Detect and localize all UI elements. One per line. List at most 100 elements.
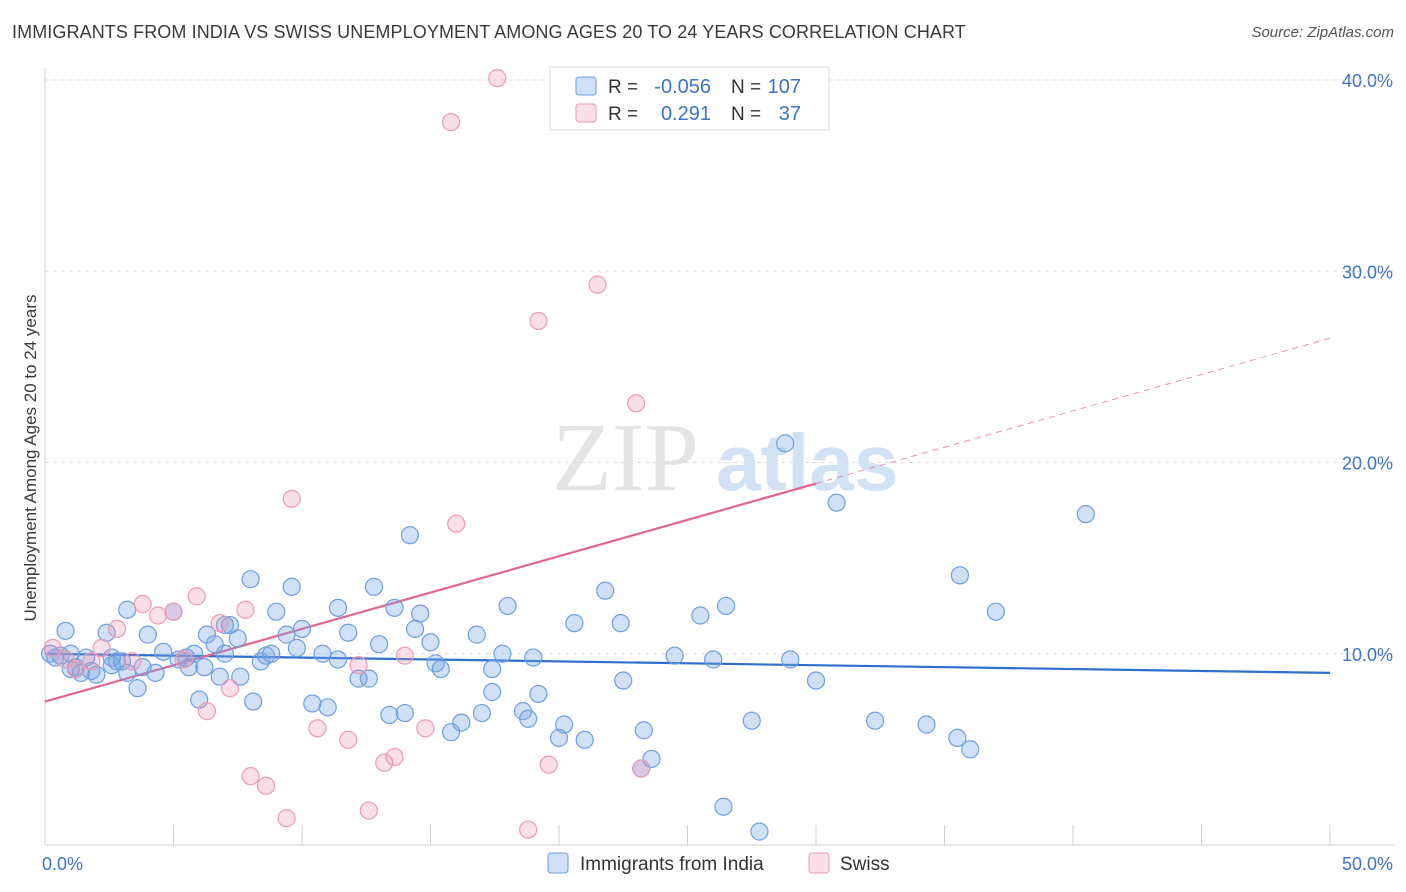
trend-lines xyxy=(44,337,1331,703)
point-india xyxy=(262,644,281,663)
point-swiss xyxy=(256,776,276,795)
point-india xyxy=(716,596,736,616)
point-india xyxy=(421,633,440,652)
point-india xyxy=(231,667,250,686)
point-india xyxy=(483,682,502,702)
point-india xyxy=(349,669,368,688)
point-india xyxy=(287,638,306,658)
point-india xyxy=(948,728,967,748)
point-swiss xyxy=(308,719,327,738)
point-india xyxy=(112,652,132,671)
legend-india-r-value: -0.056 xyxy=(654,76,711,98)
legend-box xyxy=(549,66,830,131)
point-swiss xyxy=(82,652,101,671)
y-tick-label: 10.0% xyxy=(1342,645,1393,665)
point-india xyxy=(575,730,594,749)
point-india xyxy=(806,671,826,690)
point-india xyxy=(282,577,301,596)
point-india xyxy=(467,625,486,644)
point-india xyxy=(529,684,548,704)
legend: R = -0.056 N = 107 R = 0.291 N = 37 xyxy=(549,66,830,131)
point-swiss xyxy=(148,606,168,625)
point-india xyxy=(313,644,332,663)
bottom-legend: Immigrants from India Swiss xyxy=(547,852,890,875)
trend-line-india xyxy=(44,652,1331,674)
point-swiss xyxy=(441,112,461,132)
point-india xyxy=(370,635,389,654)
data-points xyxy=(41,68,1095,841)
point-india xyxy=(498,596,517,616)
bottom-legend-swatch-swiss xyxy=(808,852,830,874)
point-swiss xyxy=(395,646,414,665)
point-swiss xyxy=(519,820,538,839)
point-india xyxy=(405,619,425,638)
legend-swiss-n-value: 37 xyxy=(779,103,801,125)
y-axis-title: Unemployment Among Ages 20 to 24 years xyxy=(21,295,40,622)
point-swiss xyxy=(197,702,217,721)
point-india xyxy=(241,570,260,589)
point-swiss xyxy=(539,755,558,774)
point-india xyxy=(339,623,358,642)
point-india xyxy=(146,663,165,682)
point-swiss xyxy=(220,679,240,698)
point-swiss xyxy=(277,809,296,828)
point-india xyxy=(665,646,684,665)
point-swiss xyxy=(241,767,260,786)
point-india xyxy=(750,822,769,841)
point-india xyxy=(426,654,445,673)
point-india xyxy=(380,705,399,725)
trend-line-extension-swiss xyxy=(815,337,1331,485)
point-india xyxy=(318,698,337,717)
point-india xyxy=(1076,505,1095,524)
bottom-legend-swiss: Swiss xyxy=(840,854,890,875)
point-swiss xyxy=(66,659,85,679)
point-swiss xyxy=(588,275,607,294)
point-swiss xyxy=(529,311,548,331)
point-swiss xyxy=(174,650,193,669)
point-india xyxy=(184,644,204,663)
legend-swiss-r-value: 0.291 xyxy=(661,103,711,125)
point-swiss xyxy=(43,638,62,658)
point-swiss xyxy=(107,619,127,638)
point-india xyxy=(742,711,761,730)
point-swiss xyxy=(133,594,152,614)
point-india xyxy=(524,648,543,667)
legend-swatch-swiss xyxy=(575,103,597,123)
source-label: Source: ZipAtlas.com xyxy=(1251,24,1394,41)
point-swiss xyxy=(339,730,358,749)
legend-swatch-india xyxy=(575,76,597,96)
bottom-legend-india: Immigrants from India xyxy=(580,854,764,875)
point-swiss xyxy=(632,759,651,778)
point-india xyxy=(210,667,229,686)
point-india xyxy=(519,709,538,728)
point-india xyxy=(244,692,263,711)
point-swiss xyxy=(375,753,394,772)
point-india xyxy=(128,679,147,698)
point-swiss xyxy=(123,652,142,671)
point-swiss xyxy=(447,514,466,533)
point-india xyxy=(251,652,270,671)
y-tick-label: 40.0% xyxy=(1342,71,1393,91)
point-swiss xyxy=(236,600,255,619)
watermark-zip: ZIP xyxy=(552,404,699,512)
point-india xyxy=(555,715,574,734)
legend-india-n-label: N = xyxy=(731,77,761,98)
point-india xyxy=(328,650,348,669)
trend-line-swiss xyxy=(44,482,817,703)
point-india xyxy=(781,650,800,669)
y-tick-label: 20.0% xyxy=(1342,454,1393,474)
point-india xyxy=(400,526,420,545)
point-india xyxy=(215,644,234,663)
point-india xyxy=(714,797,733,816)
point-india xyxy=(138,625,157,644)
point-india xyxy=(614,671,633,690)
point-india xyxy=(472,703,491,723)
x-tick-label-max: 50.0% xyxy=(1342,854,1393,874)
point-swiss xyxy=(349,656,368,675)
point-india xyxy=(634,721,653,740)
point-swiss xyxy=(488,68,507,88)
point-india xyxy=(385,598,404,617)
point-india xyxy=(359,669,378,688)
point-india xyxy=(431,659,450,679)
